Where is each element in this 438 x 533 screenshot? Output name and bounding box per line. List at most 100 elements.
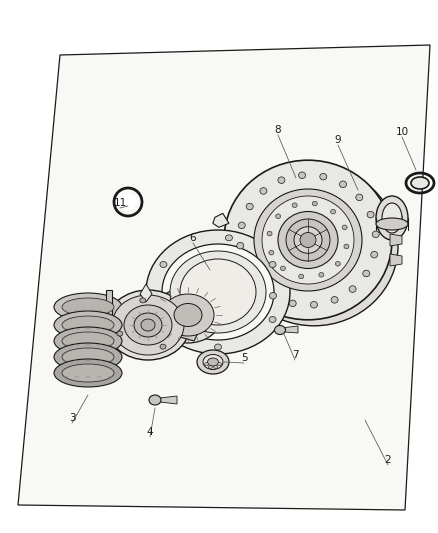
Text: 4: 4 — [147, 427, 153, 437]
Ellipse shape — [124, 305, 172, 345]
Polygon shape — [180, 309, 198, 341]
Ellipse shape — [218, 362, 222, 366]
Ellipse shape — [278, 177, 285, 183]
Polygon shape — [390, 234, 402, 246]
Ellipse shape — [62, 298, 114, 316]
Ellipse shape — [157, 312, 164, 318]
Ellipse shape — [237, 243, 244, 249]
Ellipse shape — [344, 244, 349, 249]
Ellipse shape — [106, 290, 190, 360]
Ellipse shape — [331, 296, 338, 303]
Ellipse shape — [246, 203, 253, 210]
Polygon shape — [158, 318, 184, 332]
Ellipse shape — [269, 262, 276, 268]
Ellipse shape — [382, 203, 402, 233]
Ellipse shape — [160, 344, 166, 349]
Ellipse shape — [174, 287, 226, 329]
Ellipse shape — [203, 354, 223, 369]
Ellipse shape — [371, 252, 378, 258]
Ellipse shape — [162, 244, 274, 340]
Ellipse shape — [356, 194, 363, 200]
Polygon shape — [390, 214, 402, 226]
Text: 8: 8 — [275, 125, 281, 135]
Ellipse shape — [197, 350, 229, 374]
Ellipse shape — [149, 395, 161, 405]
Text: 3: 3 — [69, 413, 75, 423]
Ellipse shape — [208, 358, 219, 366]
Ellipse shape — [269, 317, 276, 322]
Ellipse shape — [376, 196, 408, 240]
Ellipse shape — [238, 222, 245, 229]
Ellipse shape — [312, 201, 317, 206]
Ellipse shape — [363, 270, 370, 277]
Text: 2: 2 — [385, 455, 391, 465]
Ellipse shape — [242, 262, 249, 269]
Ellipse shape — [62, 348, 114, 366]
Ellipse shape — [253, 279, 260, 286]
Ellipse shape — [299, 274, 304, 279]
Ellipse shape — [289, 300, 296, 306]
Ellipse shape — [278, 212, 338, 269]
Ellipse shape — [215, 344, 222, 350]
Text: 11: 11 — [113, 198, 127, 208]
Ellipse shape — [154, 287, 222, 343]
Ellipse shape — [276, 214, 281, 219]
Ellipse shape — [180, 259, 256, 325]
Ellipse shape — [349, 286, 356, 293]
Ellipse shape — [230, 166, 398, 326]
Ellipse shape — [269, 293, 276, 299]
Text: 5: 5 — [241, 353, 247, 363]
Ellipse shape — [372, 231, 379, 238]
Ellipse shape — [160, 262, 167, 268]
Ellipse shape — [54, 359, 122, 387]
Ellipse shape — [174, 303, 202, 327]
Ellipse shape — [117, 331, 123, 336]
Ellipse shape — [269, 251, 274, 255]
Ellipse shape — [214, 366, 218, 368]
Ellipse shape — [146, 230, 290, 354]
Ellipse shape — [280, 266, 286, 271]
Polygon shape — [390, 254, 402, 266]
Ellipse shape — [319, 272, 324, 277]
Ellipse shape — [267, 231, 272, 236]
Ellipse shape — [367, 211, 374, 218]
Polygon shape — [106, 290, 112, 360]
Ellipse shape — [292, 203, 297, 207]
Polygon shape — [18, 45, 430, 510]
Ellipse shape — [62, 364, 114, 382]
Ellipse shape — [286, 219, 330, 261]
Polygon shape — [160, 396, 177, 404]
Ellipse shape — [376, 218, 408, 230]
Ellipse shape — [311, 302, 318, 308]
Ellipse shape — [54, 343, 122, 371]
Polygon shape — [213, 213, 229, 228]
Ellipse shape — [162, 294, 214, 336]
Ellipse shape — [339, 181, 346, 188]
Ellipse shape — [208, 366, 212, 369]
Ellipse shape — [320, 173, 327, 180]
Ellipse shape — [54, 327, 122, 355]
Ellipse shape — [134, 313, 162, 337]
Ellipse shape — [299, 172, 306, 179]
Polygon shape — [140, 284, 152, 302]
Ellipse shape — [226, 235, 233, 241]
Ellipse shape — [54, 311, 122, 339]
Ellipse shape — [112, 295, 184, 355]
Ellipse shape — [342, 225, 347, 230]
Ellipse shape — [141, 319, 155, 331]
Ellipse shape — [275, 326, 286, 335]
Ellipse shape — [224, 160, 392, 320]
Ellipse shape — [170, 251, 266, 333]
Ellipse shape — [331, 209, 336, 214]
Text: 9: 9 — [335, 135, 341, 145]
Ellipse shape — [300, 232, 316, 247]
Ellipse shape — [294, 227, 322, 253]
Text: 10: 10 — [396, 127, 409, 137]
Ellipse shape — [54, 293, 122, 321]
Text: 6: 6 — [190, 233, 196, 243]
Text: 7: 7 — [292, 350, 298, 360]
Ellipse shape — [140, 298, 146, 303]
Ellipse shape — [260, 188, 267, 194]
Ellipse shape — [119, 193, 137, 211]
Ellipse shape — [411, 177, 429, 189]
